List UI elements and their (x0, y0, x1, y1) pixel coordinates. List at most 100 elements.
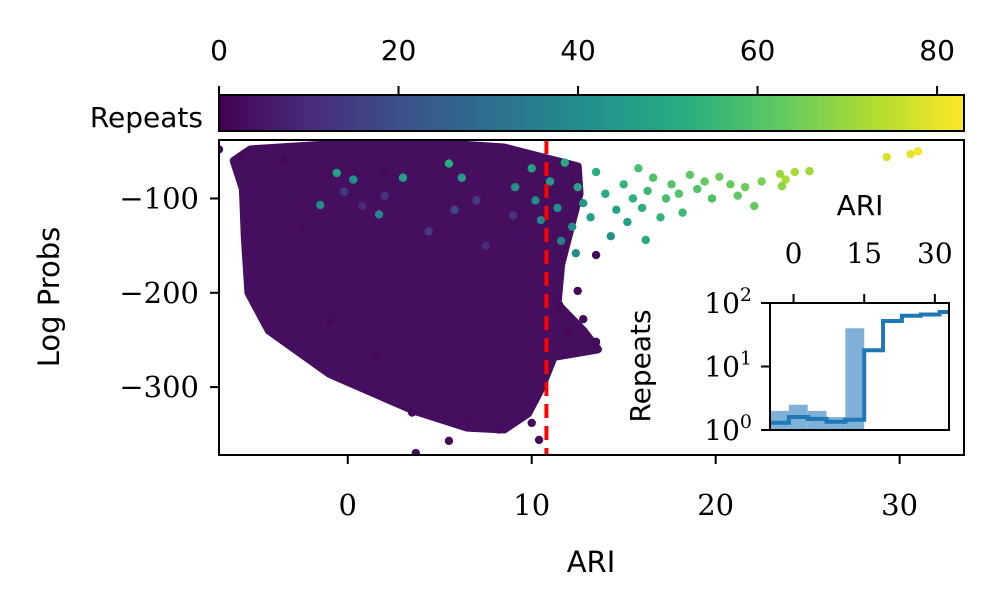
scatter-point (472, 401, 481, 411)
scatter-point (472, 196, 481, 205)
x-axis-label: ARI (567, 545, 616, 579)
scatter-point (707, 194, 717, 203)
scatter-point (678, 208, 687, 217)
scatter-point (757, 177, 766, 186)
scatter-point (509, 211, 518, 220)
scatter-point (573, 182, 582, 192)
scatter-point (674, 189, 684, 198)
inset-plot: 0 15 30 100 101 102 ARI Repeats (624, 189, 953, 447)
scatter-point (601, 189, 610, 198)
scatter-point (411, 448, 421, 455)
scatter-point (371, 354, 380, 364)
scatter-point (648, 173, 658, 182)
scatter-point (906, 149, 915, 159)
scatter-point (499, 373, 509, 382)
scatter-point (591, 250, 601, 260)
colorbar-ticks: 0 20 40 60 80 (210, 34, 955, 95)
scatter-point (444, 436, 454, 446)
scatter-point (457, 173, 467, 182)
scatter-point (325, 316, 334, 326)
scatter-point (527, 164, 536, 173)
scatter-point (315, 200, 325, 210)
scatter-point (564, 329, 573, 338)
scatter-point (531, 196, 540, 205)
scatter-point (619, 180, 628, 189)
scatter-point (882, 152, 891, 162)
colorbar-gradient (218, 94, 965, 132)
scatter-point (591, 167, 601, 177)
scatter-point (667, 180, 676, 189)
inset-x-tick-label: 0 (785, 237, 803, 270)
scatter-point (374, 210, 384, 219)
scatter-point (913, 147, 923, 156)
scatter-point (510, 182, 520, 192)
scatter-point (251, 182, 260, 192)
point-cluster (229, 140, 602, 434)
scatter-point (777, 182, 787, 191)
scatter-point (641, 235, 650, 245)
scatter-point (453, 335, 463, 345)
scatter-point (726, 180, 735, 189)
scatter-point (781, 175, 790, 184)
inset-x-axis-label: ARI (837, 189, 884, 222)
scatter-point (700, 177, 709, 186)
main-plot: 0 10 20 30−100−200−300 ARI Log Probs (32, 139, 965, 579)
scatter-point (573, 286, 582, 296)
scatter-point (444, 159, 454, 168)
scatter-point (358, 201, 367, 211)
scatter-point (643, 186, 652, 196)
inset-step-line (770, 310, 949, 425)
colorbar-label: Repeats (90, 101, 203, 134)
colorbar: 0 20 40 60 80 Repeats (90, 34, 965, 134)
scatter-point (634, 164, 643, 173)
scatter-point (297, 222, 306, 231)
scatter-point (398, 213, 408, 222)
y-tick-label: −200 (119, 276, 199, 310)
scatter-point (790, 167, 799, 177)
scatter-point (591, 337, 601, 347)
scatter-point (661, 194, 671, 203)
scatter-point (628, 194, 638, 203)
scatter-point (733, 191, 742, 200)
scatter-point (750, 201, 759, 211)
scatter-point (380, 165, 389, 175)
scatter-point (536, 215, 546, 225)
scatter-point (715, 172, 724, 181)
scatter-point (407, 408, 417, 417)
scatter-point (527, 418, 536, 428)
colorbar-tick-label: 80 (919, 34, 955, 67)
scatter-point (567, 222, 577, 231)
main-plot-frame (218, 139, 965, 456)
scatter-point (656, 213, 665, 222)
scatter-point (805, 166, 814, 176)
scatter-point (481, 241, 490, 250)
scatter-point (693, 184, 702, 194)
y-tick-label: −300 (119, 370, 199, 404)
scatter-point (450, 205, 459, 214)
scatter-marks (219, 140, 923, 455)
scatter-point (424, 227, 433, 236)
scatter-point (339, 187, 349, 197)
scatter-point (606, 231, 616, 241)
scatter-point (380, 191, 389, 200)
x-tick-label: 20 (697, 488, 734, 522)
scatter-point (349, 175, 358, 184)
colorbar-tick-label: 0 (210, 34, 228, 67)
scatter-point (555, 300, 564, 310)
inset-bar (770, 410, 789, 430)
inset-y-tick-label: 101 (704, 348, 752, 384)
scatter-point (463, 416, 472, 426)
scatter-point (219, 145, 224, 154)
scatter-point (556, 236, 566, 246)
inset-axes: 0 15 30 100 101 102 (704, 237, 952, 447)
colorbar-tick-label: 40 (560, 34, 596, 67)
inset-marks (770, 310, 949, 430)
scatter-point (236, 153, 246, 163)
scatter-point (279, 156, 288, 165)
scatter-point (518, 231, 527, 241)
inset-x-tick-label: 15 (846, 237, 882, 270)
inset-y-tick-label: 102 (704, 284, 752, 320)
inset-y-axis-label: Repeats (624, 309, 657, 422)
x-tick-label: 30 (881, 488, 918, 522)
